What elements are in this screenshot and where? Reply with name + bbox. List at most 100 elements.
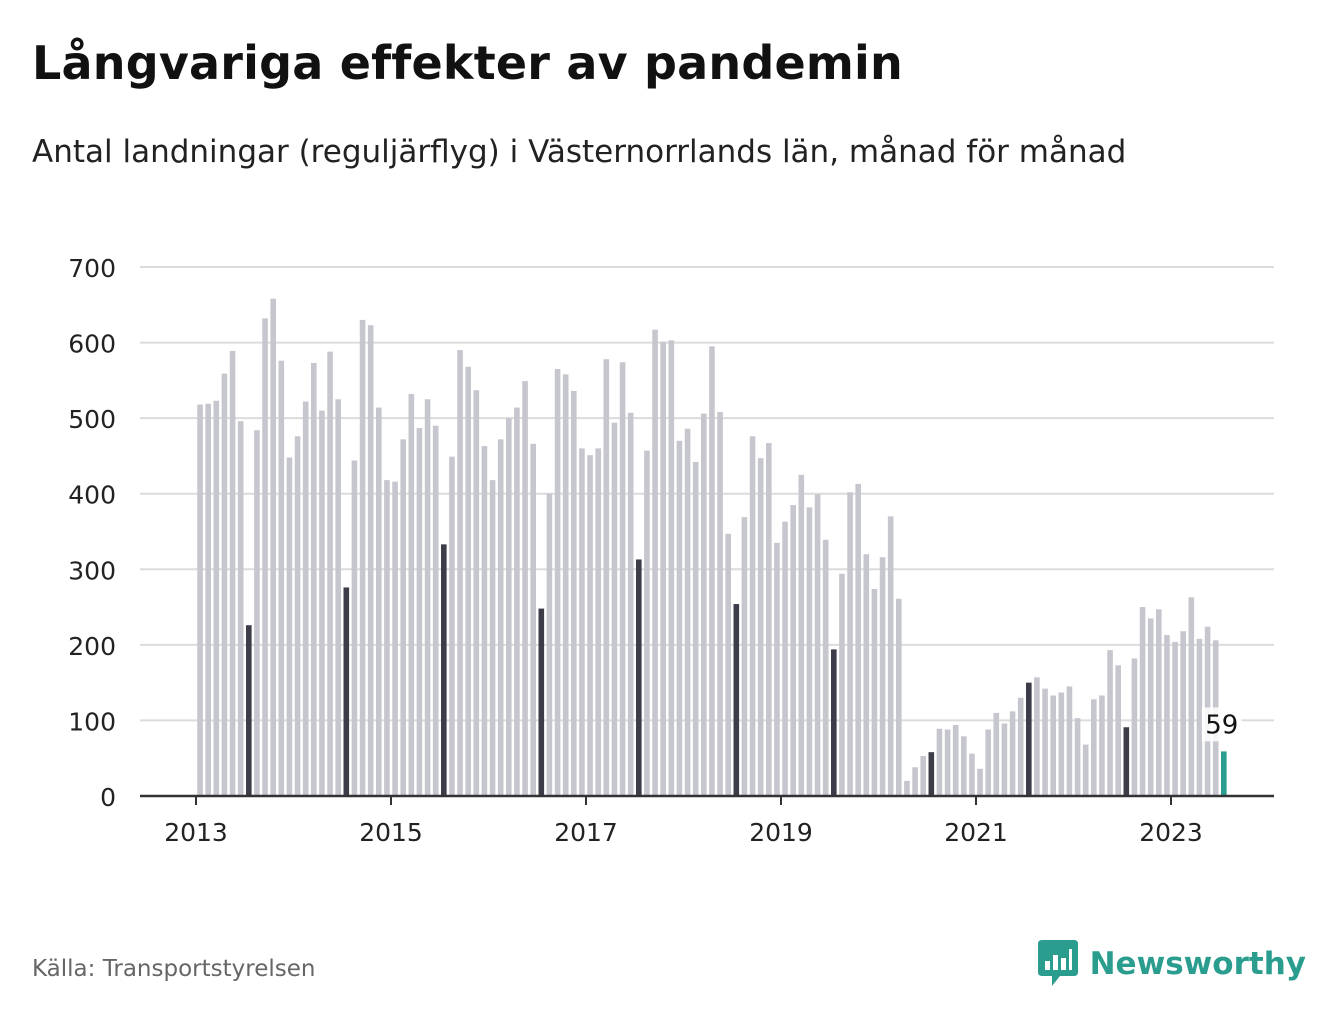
y-tick-label: 0: [100, 783, 116, 812]
bar: [400, 439, 406, 796]
bar: [709, 346, 715, 796]
y-tick-label: 500: [68, 405, 116, 434]
bar: [546, 493, 553, 796]
bar: [587, 455, 593, 796]
bar: [1034, 677, 1040, 796]
bar: [294, 436, 301, 796]
bar: [936, 728, 943, 796]
bar: [562, 374, 569, 796]
x-tick-label: 2015: [359, 818, 423, 847]
bars: [197, 298, 1227, 796]
newsworthy-logo-icon: [1037, 940, 1078, 986]
bar: [1147, 618, 1154, 796]
bar: [522, 381, 528, 796]
bar: [254, 430, 260, 796]
bar: [725, 533, 731, 796]
bar: [1139, 607, 1146, 796]
bar: [205, 403, 211, 796]
x-tick-label: 2019: [749, 818, 813, 847]
y-tick-label: 400: [68, 481, 116, 510]
bar: [1172, 641, 1178, 796]
bar: [961, 736, 967, 796]
bar-highlight: [246, 625, 252, 796]
latest-value-label: 59: [1205, 710, 1238, 740]
bar: [1066, 686, 1073, 796]
bar-highlight: [733, 604, 740, 796]
bar: [327, 351, 333, 796]
bar-highlight: [343, 587, 350, 796]
bar: [319, 410, 325, 796]
bar: [1058, 692, 1065, 796]
bar: [611, 422, 618, 796]
bar: [1082, 744, 1089, 796]
bar: [1074, 718, 1081, 796]
axes: [140, 794, 1274, 805]
y-tick-label: 700: [68, 254, 116, 283]
bar: [213, 400, 220, 796]
bar-highlight: [538, 608, 545, 796]
bar: [863, 554, 870, 796]
bar: [993, 712, 1000, 796]
bar: [1156, 609, 1162, 796]
bar: [969, 753, 975, 796]
bar: [627, 412, 634, 796]
bar: [1009, 711, 1016, 796]
bar: [432, 425, 439, 796]
bar: [985, 729, 991, 796]
bar: [798, 474, 805, 796]
bar: [262, 318, 268, 796]
bar: [644, 450, 650, 796]
bar: [416, 427, 423, 796]
bar: [514, 407, 520, 796]
bar: [497, 439, 504, 796]
bar: [1131, 658, 1138, 796]
bar: [692, 461, 699, 796]
bar: [806, 507, 813, 796]
bar: [1042, 688, 1048, 796]
labels: 0 100 200 300 400 500 600 700 2013 2015 2017 2019 20…: [68, 254, 1242, 847]
bar: [571, 390, 577, 796]
bar-highlight: [1026, 682, 1032, 796]
bar: [904, 780, 910, 796]
bar: [896, 598, 902, 796]
x-tick-label: 2021: [944, 818, 1008, 847]
bar: [392, 481, 398, 796]
bar: [506, 418, 512, 796]
bar: [1099, 695, 1105, 796]
bar: [237, 421, 244, 796]
bar-highlight: [1123, 727, 1130, 796]
x-tick-label: 2023: [1139, 818, 1203, 847]
bar: [408, 393, 415, 796]
bar: [944, 729, 951, 796]
bar: [766, 443, 772, 796]
bar: [952, 724, 959, 796]
bar: [920, 755, 926, 796]
bar: [871, 588, 878, 796]
bar: [197, 404, 203, 796]
bar: [1107, 650, 1113, 796]
bar: [1180, 631, 1186, 796]
bar: [384, 480, 390, 796]
bar: [1196, 638, 1203, 796]
bar: [749, 436, 756, 796]
bar: [1164, 635, 1170, 796]
bar: [660, 341, 666, 796]
bar: [619, 362, 626, 796]
bar: [473, 390, 480, 796]
bar: [1091, 699, 1097, 796]
bar: [1115, 665, 1121, 796]
bar: [790, 505, 796, 796]
chart-title: Långvariga effekter av pandemin: [32, 36, 903, 90]
bar: [449, 456, 455, 796]
bar: [741, 517, 748, 796]
bar: [652, 329, 658, 796]
y-tick-label: 100: [68, 707, 116, 736]
bar: [717, 412, 723, 796]
bar: [302, 401, 309, 796]
bar: [887, 516, 894, 796]
bar: [595, 448, 601, 796]
bar-highlight: [636, 559, 642, 796]
brand[interactable]: Newsworthy: [1037, 940, 1306, 988]
y-tick-label: 300: [68, 556, 116, 585]
chart-subtitle: Antal landningar (reguljärflyg) i Väster…: [32, 134, 1127, 170]
